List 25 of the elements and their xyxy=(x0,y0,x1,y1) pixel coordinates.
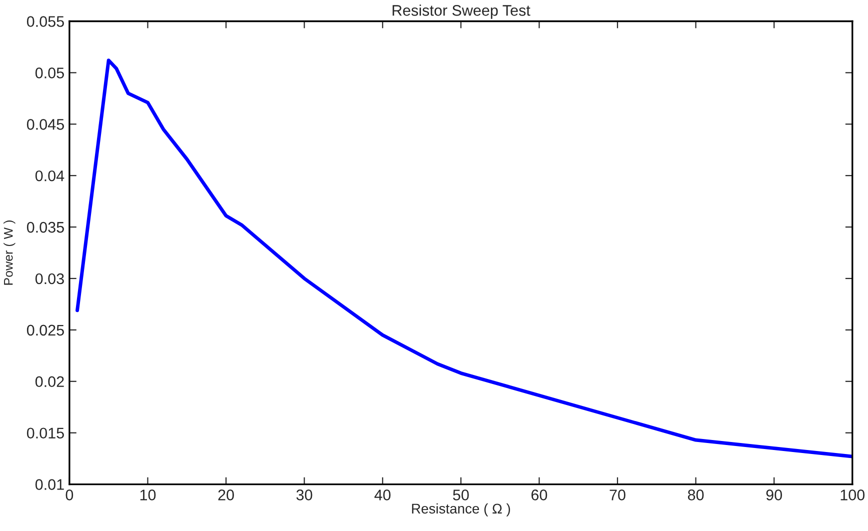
x-tick-label: 40 xyxy=(374,490,391,500)
y-tick-label: 0.035 xyxy=(26,222,64,233)
x-tick-label: 80 xyxy=(688,490,704,500)
x-tick-label: 60 xyxy=(531,490,548,500)
y-tick-label: 0.03 xyxy=(35,273,64,284)
y-tick-label: 0.055 xyxy=(26,16,64,27)
line-series xyxy=(76,58,852,458)
x-tick-label: 10 xyxy=(140,490,156,500)
y-tick-label: 0.02 xyxy=(35,376,64,388)
chart-title: Resistor Sweep Test xyxy=(392,4,530,19)
y-tick-label: 0.04 xyxy=(35,170,64,182)
x-tick-label: 90 xyxy=(766,490,782,500)
y-tick-label: 0.045 xyxy=(26,119,64,130)
x-tick-label: 100 xyxy=(840,490,865,500)
x-tick-label: 50 xyxy=(453,490,469,500)
x-tick-label: 30 xyxy=(296,490,312,500)
y-tick-label: 0.05 xyxy=(35,68,64,78)
y-tick-label: 0.025 xyxy=(26,324,64,336)
y-tick-label: 0.01 xyxy=(35,479,64,490)
x-tick-label: 20 xyxy=(218,490,234,500)
y-axis-title: Power ( W ) xyxy=(4,220,16,285)
x-axis-title: Resistance ( Ω ) xyxy=(412,503,510,516)
x-tick-label: 70 xyxy=(610,490,626,500)
y-tick-label: 0.015 xyxy=(26,428,64,439)
x-tick-label: 0 xyxy=(66,490,74,500)
